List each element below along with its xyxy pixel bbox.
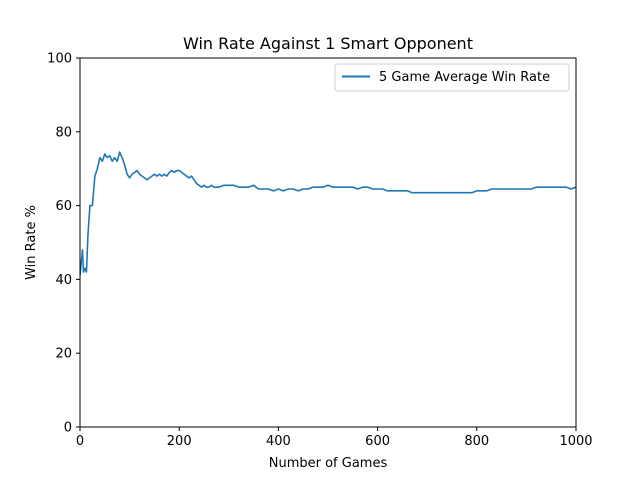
legend-label: 5 Game Average Win Rate (379, 70, 550, 85)
y-axis-ticks: 0 20 40 60 80 100 (47, 52, 80, 436)
series-layer (80, 151, 576, 276)
y-tick-label: 100 (47, 52, 72, 67)
legend: 5 Game Average Win Rate (334, 63, 570, 92)
y-axis-label: Win Rate % (24, 205, 39, 280)
y-tick-label: 60 (55, 199, 72, 214)
y-tick-label: 0 (64, 421, 72, 436)
y-tick-label: 80 (55, 125, 72, 140)
x-axis-ticks: 0 200 400 600 800 1000 (76, 427, 593, 449)
x-tick-label: 600 (365, 434, 390, 449)
x-tick-label: 1000 (559, 434, 592, 449)
chart-title: Win Rate Against 1 Smart Opponent (183, 34, 473, 53)
x-tick-label: 400 (266, 434, 291, 449)
series-line-0 (80, 151, 576, 276)
legend-box (334, 63, 570, 92)
x-tick-label: 200 (167, 434, 192, 449)
x-tick-label: 800 (464, 434, 489, 449)
y-tick-label: 20 (55, 347, 72, 362)
y-tick-label: 40 (55, 273, 72, 288)
plot-frame (79, 57, 577, 428)
x-tick-label: 0 (76, 434, 84, 449)
x-axis-label: Number of Games (269, 456, 388, 471)
